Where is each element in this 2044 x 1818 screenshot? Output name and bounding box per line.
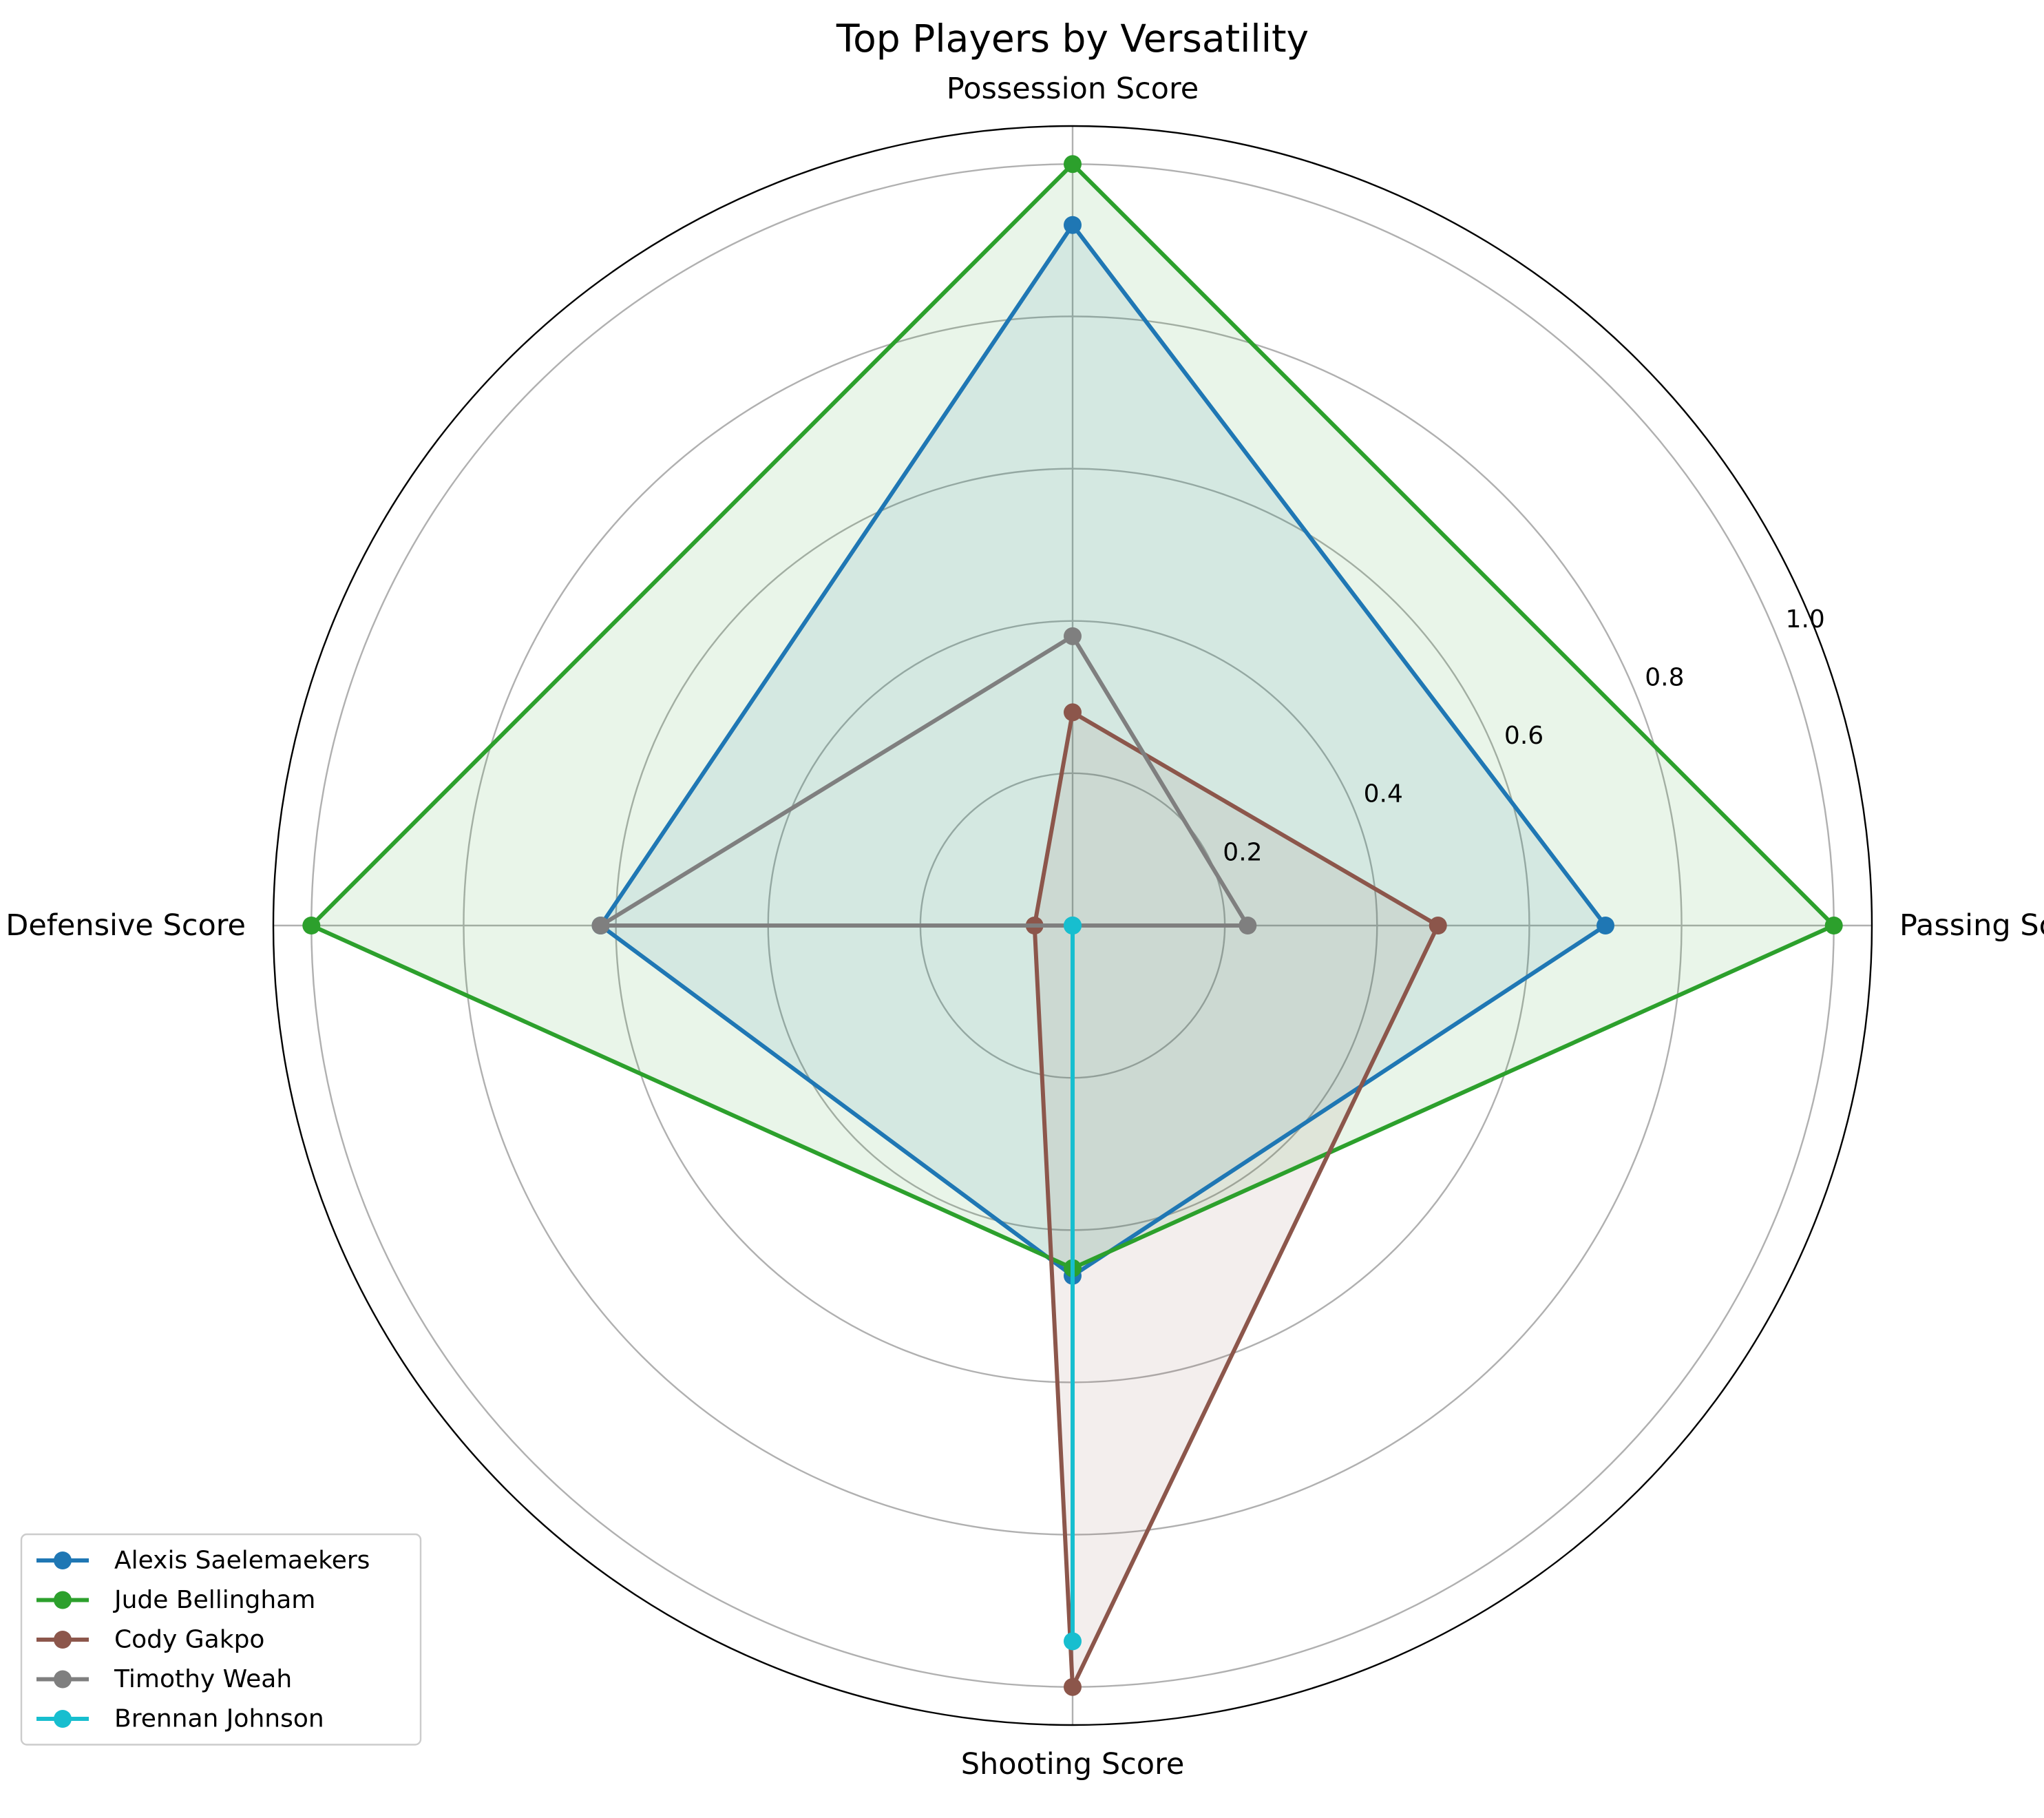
data-point-0-1 <box>1064 216 1082 234</box>
axis-label-1: Possession Score <box>947 72 1199 106</box>
data-point-0-0 <box>1597 917 1614 934</box>
axis-label-3: Shooting Score <box>961 1747 1185 1782</box>
radial-tick-labels: 0.2 0.4 0.6 0.8 1.0 <box>1223 605 1825 867</box>
tick-label-2: 0.6 <box>1504 722 1543 750</box>
data-point-1-0 <box>1824 917 1843 934</box>
tick-label-1: 0.4 <box>1364 780 1403 808</box>
data-point-3-2 <box>591 917 610 934</box>
legend-marker-4 <box>54 1710 72 1728</box>
axis-label-2: Defensive Score <box>6 908 246 943</box>
axis-label-0: Passing Score <box>1899 908 2044 943</box>
legend-label-1: Jude Bellingham <box>113 1586 315 1614</box>
legend-entry-0: Alexis Saelemaekers <box>36 1547 370 1575</box>
tick-label-3: 0.8 <box>1645 663 1684 691</box>
data-point-4-3 <box>1064 1632 1082 1651</box>
legend-entry-2: Cody Gakpo <box>36 1626 264 1654</box>
data-point-3-0 <box>1239 917 1257 934</box>
legend: Alexis Saelemaekers Jude Bellingham Cody G… <box>20 1533 422 1746</box>
legend-entry-1: Jude Bellingham <box>36 1586 315 1614</box>
series-fill-2 <box>1034 712 1438 1687</box>
outer-frame <box>272 125 1873 1726</box>
legend-marker-0 <box>54 1551 72 1569</box>
data-point-2-1 <box>1064 703 1082 722</box>
data-point-3-1 <box>1064 627 1082 645</box>
axis-labels: Passing Score Possession Score Defensive S… <box>6 72 2044 1782</box>
data-point-4-2 <box>1064 917 1082 934</box>
legend-label-4: Brennan Johnson <box>114 1705 324 1733</box>
legend-marker-1 <box>54 1591 72 1609</box>
chart-title: Top Players by Versatility <box>836 17 1309 61</box>
data-point-2-0 <box>1429 917 1447 934</box>
data-point-1-1 <box>1064 155 1082 174</box>
legend-box <box>20 1533 422 1746</box>
tick-label-0: 0.2 <box>1223 838 1262 866</box>
legend-marker-2 <box>54 1631 72 1649</box>
legend-marker-3 <box>54 1670 72 1689</box>
series-4 <box>1064 917 1082 1651</box>
legend-label-3: Timothy Weah <box>114 1665 292 1693</box>
legend-entry-3: Timothy Weah <box>36 1665 292 1693</box>
series-lines <box>302 155 1843 1696</box>
legend-entry-4: Brennan Johnson <box>36 1705 324 1733</box>
legend-label-0: Alexis Saelemaekers <box>114 1547 370 1575</box>
data-point-1-2 <box>302 917 321 934</box>
data-point-2-3 <box>1064 1678 1082 1696</box>
legend-label-2: Cody Gakpo <box>114 1626 264 1654</box>
series-fill-0 <box>600 224 1605 1276</box>
tick-label-4: 1.0 <box>1786 605 1825 634</box>
